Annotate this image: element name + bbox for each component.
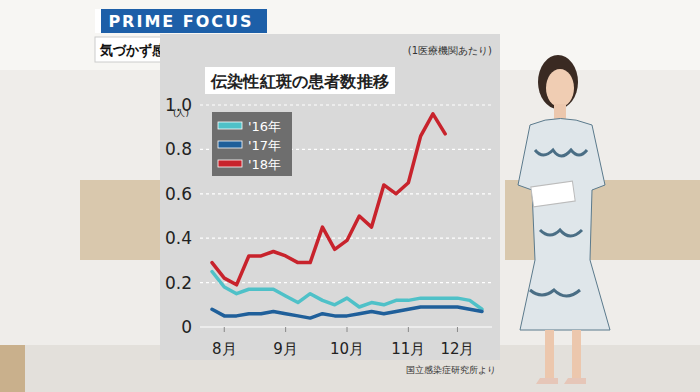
- program-banner: [95, 9, 267, 33]
- grid-line: [200, 282, 492, 283]
- presenter-leg: [572, 330, 581, 378]
- chart-subtitle: (1医療機関あたり): [408, 45, 492, 56]
- legend-swatch: [218, 122, 242, 129]
- x-tick: [408, 327, 409, 332]
- presenter-papers: [531, 181, 575, 207]
- presenter-dress: [518, 119, 610, 331]
- y-tick-label: 0: [181, 317, 192, 337]
- x-tick-label: 11月: [391, 340, 425, 358]
- program-banner-accent: [95, 9, 101, 33]
- program-name: PRIME FOCUS: [108, 12, 253, 31]
- series-line: [212, 307, 482, 318]
- y-tick-label: 0.4: [165, 228, 192, 248]
- presenter-hair: [538, 55, 578, 109]
- x-tick-label: 8月: [212, 340, 237, 358]
- presenter-neck: [554, 104, 566, 120]
- series-line: [212, 272, 482, 310]
- legend-swatch: [218, 160, 242, 167]
- x-tick-label: 10月: [330, 340, 364, 358]
- screen: PRIME FOCUS気づかず感染“リンゴ病”に注意(1医療機関あたり)伝染性紅…: [0, 0, 700, 392]
- presenter-face: [546, 69, 574, 107]
- legend-label: '17年: [248, 138, 281, 153]
- legend-swatch: [218, 141, 242, 148]
- legend-label: '18年: [248, 157, 281, 172]
- y-tick-label: 0.2: [165, 273, 192, 293]
- studio-desk: [0, 345, 25, 392]
- presenter-pattern: [530, 150, 587, 296]
- x-tick: [347, 327, 348, 332]
- x-tick-label: 12月: [440, 340, 474, 358]
- grid-line: [200, 193, 492, 194]
- x-tick: [457, 327, 458, 332]
- y-tick-label: 0.6: [165, 184, 192, 204]
- legend-label: '16年: [248, 119, 281, 134]
- title-box: [205, 67, 395, 94]
- x-tick-label: 9月: [273, 340, 298, 358]
- studio-panel: [80, 180, 160, 260]
- chart-title: 伝染性紅斑の患者数推移: [210, 72, 389, 91]
- presenter-leg: [545, 330, 554, 378]
- presenter: [518, 55, 610, 384]
- grid-line: [200, 326, 492, 327]
- x-tick: [224, 327, 225, 332]
- grid-line: [200, 104, 492, 105]
- x-tick: [285, 327, 286, 332]
- y-tick-label: 0.8: [165, 139, 192, 159]
- presenter-shoes: [536, 378, 586, 384]
- chart-panel: [160, 34, 500, 360]
- plot-area: [212, 114, 482, 318]
- studio-background: [0, 0, 700, 392]
- source-note: 国立感染症研究所より: [406, 365, 496, 375]
- y-axis-label: (人): [173, 108, 189, 118]
- legend-box: [212, 112, 292, 176]
